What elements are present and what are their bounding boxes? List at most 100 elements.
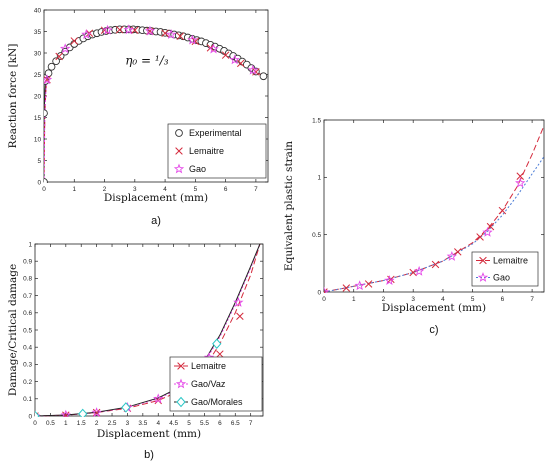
x-tick-label: 2	[95, 420, 99, 427]
y-tick-label: 0.7	[23, 293, 32, 300]
x-tick-label: 3.5	[138, 420, 147, 427]
data-point	[364, 280, 373, 288]
x-tick-label: 2.5	[108, 420, 117, 427]
x-tick-label: 0	[33, 420, 37, 427]
legend-marker	[479, 256, 487, 265]
y-tick-label: 0	[317, 289, 321, 296]
data-point	[123, 24, 134, 35]
x-tick-label: 0.5	[46, 420, 55, 427]
data-point	[342, 284, 351, 292]
data-point	[221, 51, 230, 59]
chart-panel-b: 0 0.5 1 1.5 2 2.5 3 3.5 4 4.5 5 5.5 6 6.5 7 0 0.1 0.2 0.3 0…	[7, 241, 264, 461]
series-markers-lemaitre	[324, 172, 524, 293]
legend: Experimental Lemaitre Gao	[167, 123, 267, 179]
x-tick-label: 1	[72, 186, 76, 193]
data-point	[70, 37, 79, 45]
y-axis-label: Damage/Critical damage	[7, 264, 19, 396]
y-tick-label: 0.4	[23, 345, 32, 352]
x-tick-label: 0	[42, 186, 46, 193]
series-markers-gao	[324, 177, 526, 293]
data-point	[161, 29, 169, 37]
data-point	[208, 43, 219, 54]
legend-entry: Gao	[189, 164, 206, 174]
data-point	[229, 54, 240, 65]
legend-entry: Gao/Morales	[191, 397, 243, 407]
panel-label: b)	[144, 449, 154, 461]
data-point	[431, 260, 440, 269]
data-point	[516, 172, 524, 180]
y-tick-label: 25	[34, 72, 42, 79]
series-line-lemaitre	[324, 125, 544, 293]
x-tick-label: 2	[103, 186, 107, 193]
data-point	[131, 26, 139, 34]
x-tick-label: 1	[352, 296, 356, 303]
y-tick-label: 30	[34, 50, 42, 57]
x-tick-label: 6.5	[231, 420, 240, 427]
x-tick-label: 0	[322, 296, 326, 303]
data-point	[515, 177, 526, 188]
data-point	[55, 52, 63, 61]
data-point	[47, 62, 56, 71]
data-point	[216, 350, 224, 358]
y-tick-label: 0.5	[23, 327, 32, 334]
y-tick-label: 1	[317, 175, 321, 182]
x-tick-label: 4.5	[169, 420, 178, 427]
x-tick-label: 6	[218, 420, 222, 427]
x-tick-label: 5	[194, 186, 198, 193]
data-point	[187, 34, 198, 45]
legend-box	[167, 123, 267, 179]
y-tick-label: 1.5	[312, 117, 321, 124]
data-point	[60, 409, 71, 417]
x-tick-label: 4	[156, 420, 160, 427]
y-axis-label: Equivalent plastic strain	[283, 141, 295, 271]
panel-label: c)	[429, 324, 438, 336]
data-point	[144, 25, 156, 36]
y-tick-label: 1	[28, 241, 32, 248]
x-tick-label: 2	[382, 296, 386, 303]
data-point	[212, 338, 222, 350]
y-tick-label: 0.8	[23, 276, 32, 283]
x-tick-label: 7	[530, 296, 534, 303]
legend: Lemaitre Gao	[471, 251, 539, 287]
y-tick-label: 0.2	[23, 379, 32, 386]
legend-entry: Lemaitre	[191, 361, 226, 371]
y-tick-label: 5	[37, 158, 41, 165]
data-point	[446, 250, 458, 261]
y-tick-label: 20	[34, 93, 42, 100]
x-tick-label: 4	[163, 186, 167, 193]
data-point	[454, 248, 462, 256]
data-point	[482, 226, 493, 237]
legend-entry: Gao/Vaz	[191, 379, 226, 389]
data-point	[44, 74, 53, 85]
data-point	[236, 312, 244, 320]
x-tick-label: 5	[471, 296, 475, 303]
data-point	[259, 72, 268, 81]
data-point	[78, 408, 88, 417]
legend-entry: Experimental	[189, 128, 242, 138]
data-point	[44, 178, 48, 183]
plot-content	[324, 125, 544, 293]
panel-label: a)	[151, 215, 161, 227]
x-tick-label: 4	[441, 296, 445, 303]
legend-marker	[477, 272, 489, 282]
y-tick-label: 0.3	[23, 362, 32, 369]
data-point	[413, 265, 425, 276]
y-axis-label: Reaction force [kN]	[7, 44, 19, 149]
y-tick-label: 35	[34, 29, 42, 36]
y-tick-label: 40	[34, 7, 42, 14]
y-tick-label: 0.1	[23, 396, 32, 403]
x-tick-label: 7	[249, 420, 253, 427]
series-line-gao	[324, 156, 544, 293]
legend-marker	[175, 129, 183, 137]
data-point	[237, 59, 245, 68]
x-tick-label: 3	[411, 296, 415, 303]
x-axis-label: Displacement (mm)	[382, 302, 486, 314]
data-point	[115, 26, 124, 34]
x-tick-label: 6	[224, 186, 228, 193]
x-axis-label: Displacement (mm)	[104, 192, 208, 204]
x-tick-label: 3	[126, 420, 130, 427]
y-tick-label: 10	[34, 136, 42, 143]
series-markers-gao-morales	[35, 338, 222, 417]
legend-marker	[175, 147, 183, 155]
legend-entry: Gao	[493, 273, 510, 283]
